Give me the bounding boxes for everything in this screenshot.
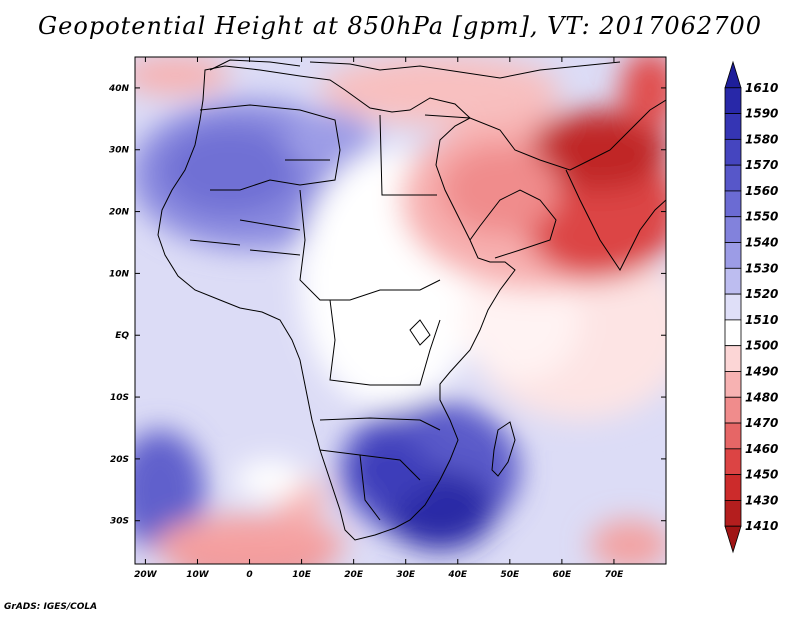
colorbar-label: 1540 bbox=[745, 236, 778, 250]
colorbar-segment bbox=[724, 371, 742, 398]
lon-tick-label: 30E bbox=[396, 570, 416, 580]
lon-tick-label: 10E bbox=[292, 570, 312, 580]
colorbar-segment bbox=[724, 500, 742, 527]
colorbar-label: 1560 bbox=[745, 184, 778, 198]
colorbar: 1610 1590 1580 1570 1560 1550 1540 1530 1520 1510… bbox=[724, 60, 778, 554]
lon-tick-label: 20E bbox=[344, 570, 364, 580]
lon-tick-label: 70E bbox=[605, 570, 625, 580]
chart-title: Geopotential Height at 850hPa [gpm], VT:… bbox=[38, 12, 762, 40]
lat-tick-label: EQ bbox=[115, 331, 129, 341]
colorbar-segment bbox=[724, 396, 742, 424]
map-frame bbox=[134, 56, 667, 565]
colorbar-segment bbox=[724, 138, 742, 166]
lat-tick-label: 20S bbox=[110, 455, 129, 465]
colorbar-label: 1490 bbox=[745, 364, 778, 378]
lat-tick-label: 30N bbox=[109, 146, 130, 156]
colorbar-segment bbox=[724, 242, 742, 269]
colorbar-label: 1430 bbox=[745, 493, 778, 507]
colorbar-label: 1550 bbox=[745, 210, 778, 224]
colorbar-segment bbox=[724, 60, 742, 89]
colorbar-label: 1510 bbox=[745, 313, 778, 327]
lat-tick-label: 40N bbox=[108, 84, 130, 94]
lon-tick-label: 0 bbox=[246, 570, 252, 580]
lat-tick-label: 10N bbox=[109, 269, 130, 279]
colorbar-label: 1610 bbox=[745, 81, 778, 95]
colorbar-segment bbox=[724, 422, 742, 450]
colorbar-label: 1500 bbox=[745, 339, 778, 353]
colorbar-label: 1450 bbox=[745, 468, 778, 482]
colorbar-segment bbox=[724, 525, 742, 554]
colorbar-label: 1530 bbox=[745, 261, 778, 275]
lon-tick-label: 20W bbox=[134, 570, 158, 580]
credit-text: GrADS: IGES/COLA bbox=[4, 602, 98, 612]
colorbar-segment bbox=[724, 448, 742, 476]
lon-tick-label: 50E bbox=[500, 570, 520, 580]
colorbar-label: 1410 bbox=[745, 519, 778, 533]
colorbar-label: 1580 bbox=[745, 132, 778, 146]
geopotential-field bbox=[135, 57, 666, 564]
colorbar-label: 1520 bbox=[745, 287, 778, 301]
colorbar-label: 1570 bbox=[745, 158, 778, 172]
lon-tick-label: 40E bbox=[447, 570, 468, 580]
colorbar-segment bbox=[724, 190, 742, 218]
latitude-axis: 40N 30N 20N 10N EQ 10S 20S 30S bbox=[108, 84, 666, 527]
colorbar-segment bbox=[724, 267, 742, 295]
colorbar-label: 1480 bbox=[745, 390, 778, 404]
colorbar-segment bbox=[724, 345, 742, 372]
lat-tick-label: 30S bbox=[110, 517, 129, 527]
colorbar-segment bbox=[724, 87, 742, 114]
colorbar-segment bbox=[724, 474, 742, 501]
colorbar-segment bbox=[724, 293, 742, 321]
lon-tick-label: 60E bbox=[553, 570, 573, 580]
lat-tick-label: 10S bbox=[110, 393, 129, 403]
colorbar-segment bbox=[724, 216, 742, 243]
colorbar-segment bbox=[724, 113, 742, 140]
longitude-axis: 20W 10W 0 10E 20E 30E 40E 50E 60E 70E bbox=[134, 57, 624, 580]
lat-tick-label: 20N bbox=[109, 208, 130, 218]
colorbar-label: 1460 bbox=[745, 442, 778, 456]
colorbar-segment bbox=[724, 164, 742, 192]
lon-tick-label: 10W bbox=[186, 570, 210, 580]
colorbar-label: 1470 bbox=[745, 416, 778, 430]
colorbar-label: 1590 bbox=[745, 107, 778, 121]
colorbar-segment bbox=[724, 319, 742, 347]
